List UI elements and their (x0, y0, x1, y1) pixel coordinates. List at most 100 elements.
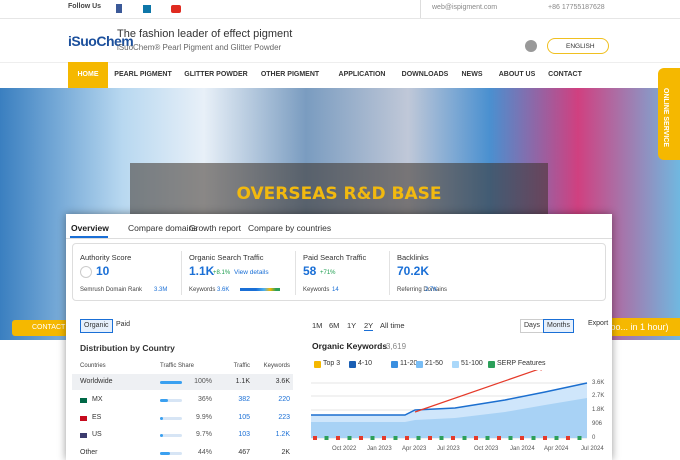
email[interactable]: web@ispigment.com (432, 4, 498, 11)
share-fill (160, 417, 163, 420)
nav-item[interactable]: HOME (68, 62, 108, 88)
legend-label: 4-10 (358, 360, 373, 367)
serp-marker (393, 436, 398, 440)
linkedin-icon[interactable] (143, 5, 151, 13)
x-tick-label: Oct 2022 (332, 446, 357, 452)
row-highlight (72, 374, 293, 390)
traffic: 467 (238, 449, 250, 456)
metric-change: +71% (320, 270, 336, 276)
serp-marker (543, 436, 547, 440)
language-selector[interactable]: ENGLISH (547, 38, 609, 54)
serp-marker (416, 436, 421, 440)
arrow-head (540, 370, 542, 371)
metric-sub-label: Referring Domains (397, 287, 448, 293)
serp-marker (382, 436, 386, 440)
share-track (160, 399, 182, 402)
share-fill (160, 452, 170, 455)
nav-item[interactable]: PEARL PIGMENT (114, 71, 172, 78)
serp-marker (313, 436, 317, 440)
keywords: 2K (281, 449, 290, 456)
search-icon[interactable] (525, 40, 537, 52)
granularity[interactable]: Months (543, 319, 574, 333)
nav-item[interactable]: ABOUT US (498, 71, 536, 78)
tab[interactable]: Growth report (189, 223, 241, 233)
tab-underline (70, 236, 108, 238)
tab[interactable]: Compare by countries (248, 223, 332, 233)
country: MX (92, 396, 103, 403)
keywords: 223 (278, 414, 290, 421)
metric-sub-value: 3.6K (217, 287, 230, 293)
x-tick-label: Jul 2023 (437, 446, 460, 452)
period[interactable]: All time (380, 321, 405, 330)
serp-marker (451, 436, 455, 440)
facebook-icon[interactable] (116, 4, 122, 13)
nav-item[interactable]: DOWNLOADS (401, 71, 449, 78)
granularity[interactable]: Days (520, 319, 544, 333)
traffic: 1.1K (235, 378, 250, 385)
serp-marker (428, 436, 432, 440)
legend-box (488, 361, 495, 368)
online-service-tab[interactable] (658, 68, 680, 160)
legend-label: SERP Features (497, 360, 546, 367)
expo-button[interactable]: Expo... in 1 hour) (596, 318, 680, 336)
nav-item[interactable]: GLITTER POWDER (184, 71, 248, 78)
share-fill (160, 399, 168, 402)
legend-label: 11-20 (400, 360, 418, 367)
export[interactable]: Export (588, 320, 609, 327)
tab[interactable]: Overview (71, 223, 109, 233)
flag (80, 416, 87, 421)
contact-button[interactable]: CONTACT (12, 320, 68, 336)
keywords: 3.6K (275, 378, 290, 385)
y-tick-label: 0 (592, 435, 596, 441)
share-track (160, 452, 182, 455)
metric-value: 58 (303, 264, 317, 278)
legend-box (349, 361, 356, 368)
legend-label: 51-100 (461, 360, 483, 367)
toggle[interactable]: Organic (80, 319, 113, 333)
metric-change: +8.1% (213, 270, 231, 276)
serp-marker (370, 436, 375, 440)
toggle[interactable]: Paid (116, 321, 131, 328)
follow-label: Follow Us (68, 3, 102, 10)
tab[interactable]: Compare domains (128, 223, 198, 233)
metric-value: 1.1K (189, 264, 215, 278)
serp-marker (324, 436, 329, 440)
period[interactable]: 2Y (364, 321, 374, 331)
serp-marker (508, 436, 513, 440)
share: 36% (197, 396, 212, 403)
x-tick-label: Jul 2024 (581, 446, 604, 452)
period[interactable]: 6M (329, 321, 340, 330)
column-header: Countries (80, 363, 106, 369)
metric-label: Paid Search Traffic (303, 253, 367, 262)
legend-box (452, 361, 459, 368)
period[interactable]: 1Y (347, 321, 357, 330)
serp-marker (531, 436, 536, 440)
subtitle: iSuoChem® Pearl Pigment and Glitter Powd… (117, 43, 282, 52)
nav-item[interactable]: NEWS (461, 71, 483, 78)
serp-marker (474, 436, 478, 440)
youtube-icon[interactable] (171, 5, 181, 13)
nav-item[interactable]: APPLICATION (338, 71, 386, 78)
country: Other (80, 449, 98, 456)
score-icon (80, 266, 92, 278)
serp-marker (485, 436, 490, 440)
logo[interactable]: iSuoChem (68, 33, 134, 49)
online-service-label: ONLINE SERVICE (662, 88, 669, 147)
serp-marker (554, 436, 559, 440)
nav-item[interactable]: CONTACT (548, 71, 582, 78)
metric-sub-label: Semrush Domain Rank (80, 287, 143, 293)
line (311, 382, 588, 416)
legend-box (416, 361, 423, 368)
metric-label: Authority Score (80, 253, 132, 262)
nav-item[interactable]: OTHER PIGMENT (260, 71, 320, 78)
metric-label: Organic Search Traffic (189, 253, 264, 262)
period[interactable]: 1M (312, 321, 323, 330)
legend-label: Top 3 (323, 360, 341, 367)
chart-total: 3,619 (386, 342, 407, 351)
share: 100% (194, 378, 212, 385)
metric-value: 70.2K (397, 264, 430, 278)
traffic: 105 (238, 414, 250, 421)
metric-link[interactable]: View details (234, 269, 269, 276)
legend-box (391, 361, 398, 368)
chart-title: Organic Keywords (312, 341, 388, 351)
